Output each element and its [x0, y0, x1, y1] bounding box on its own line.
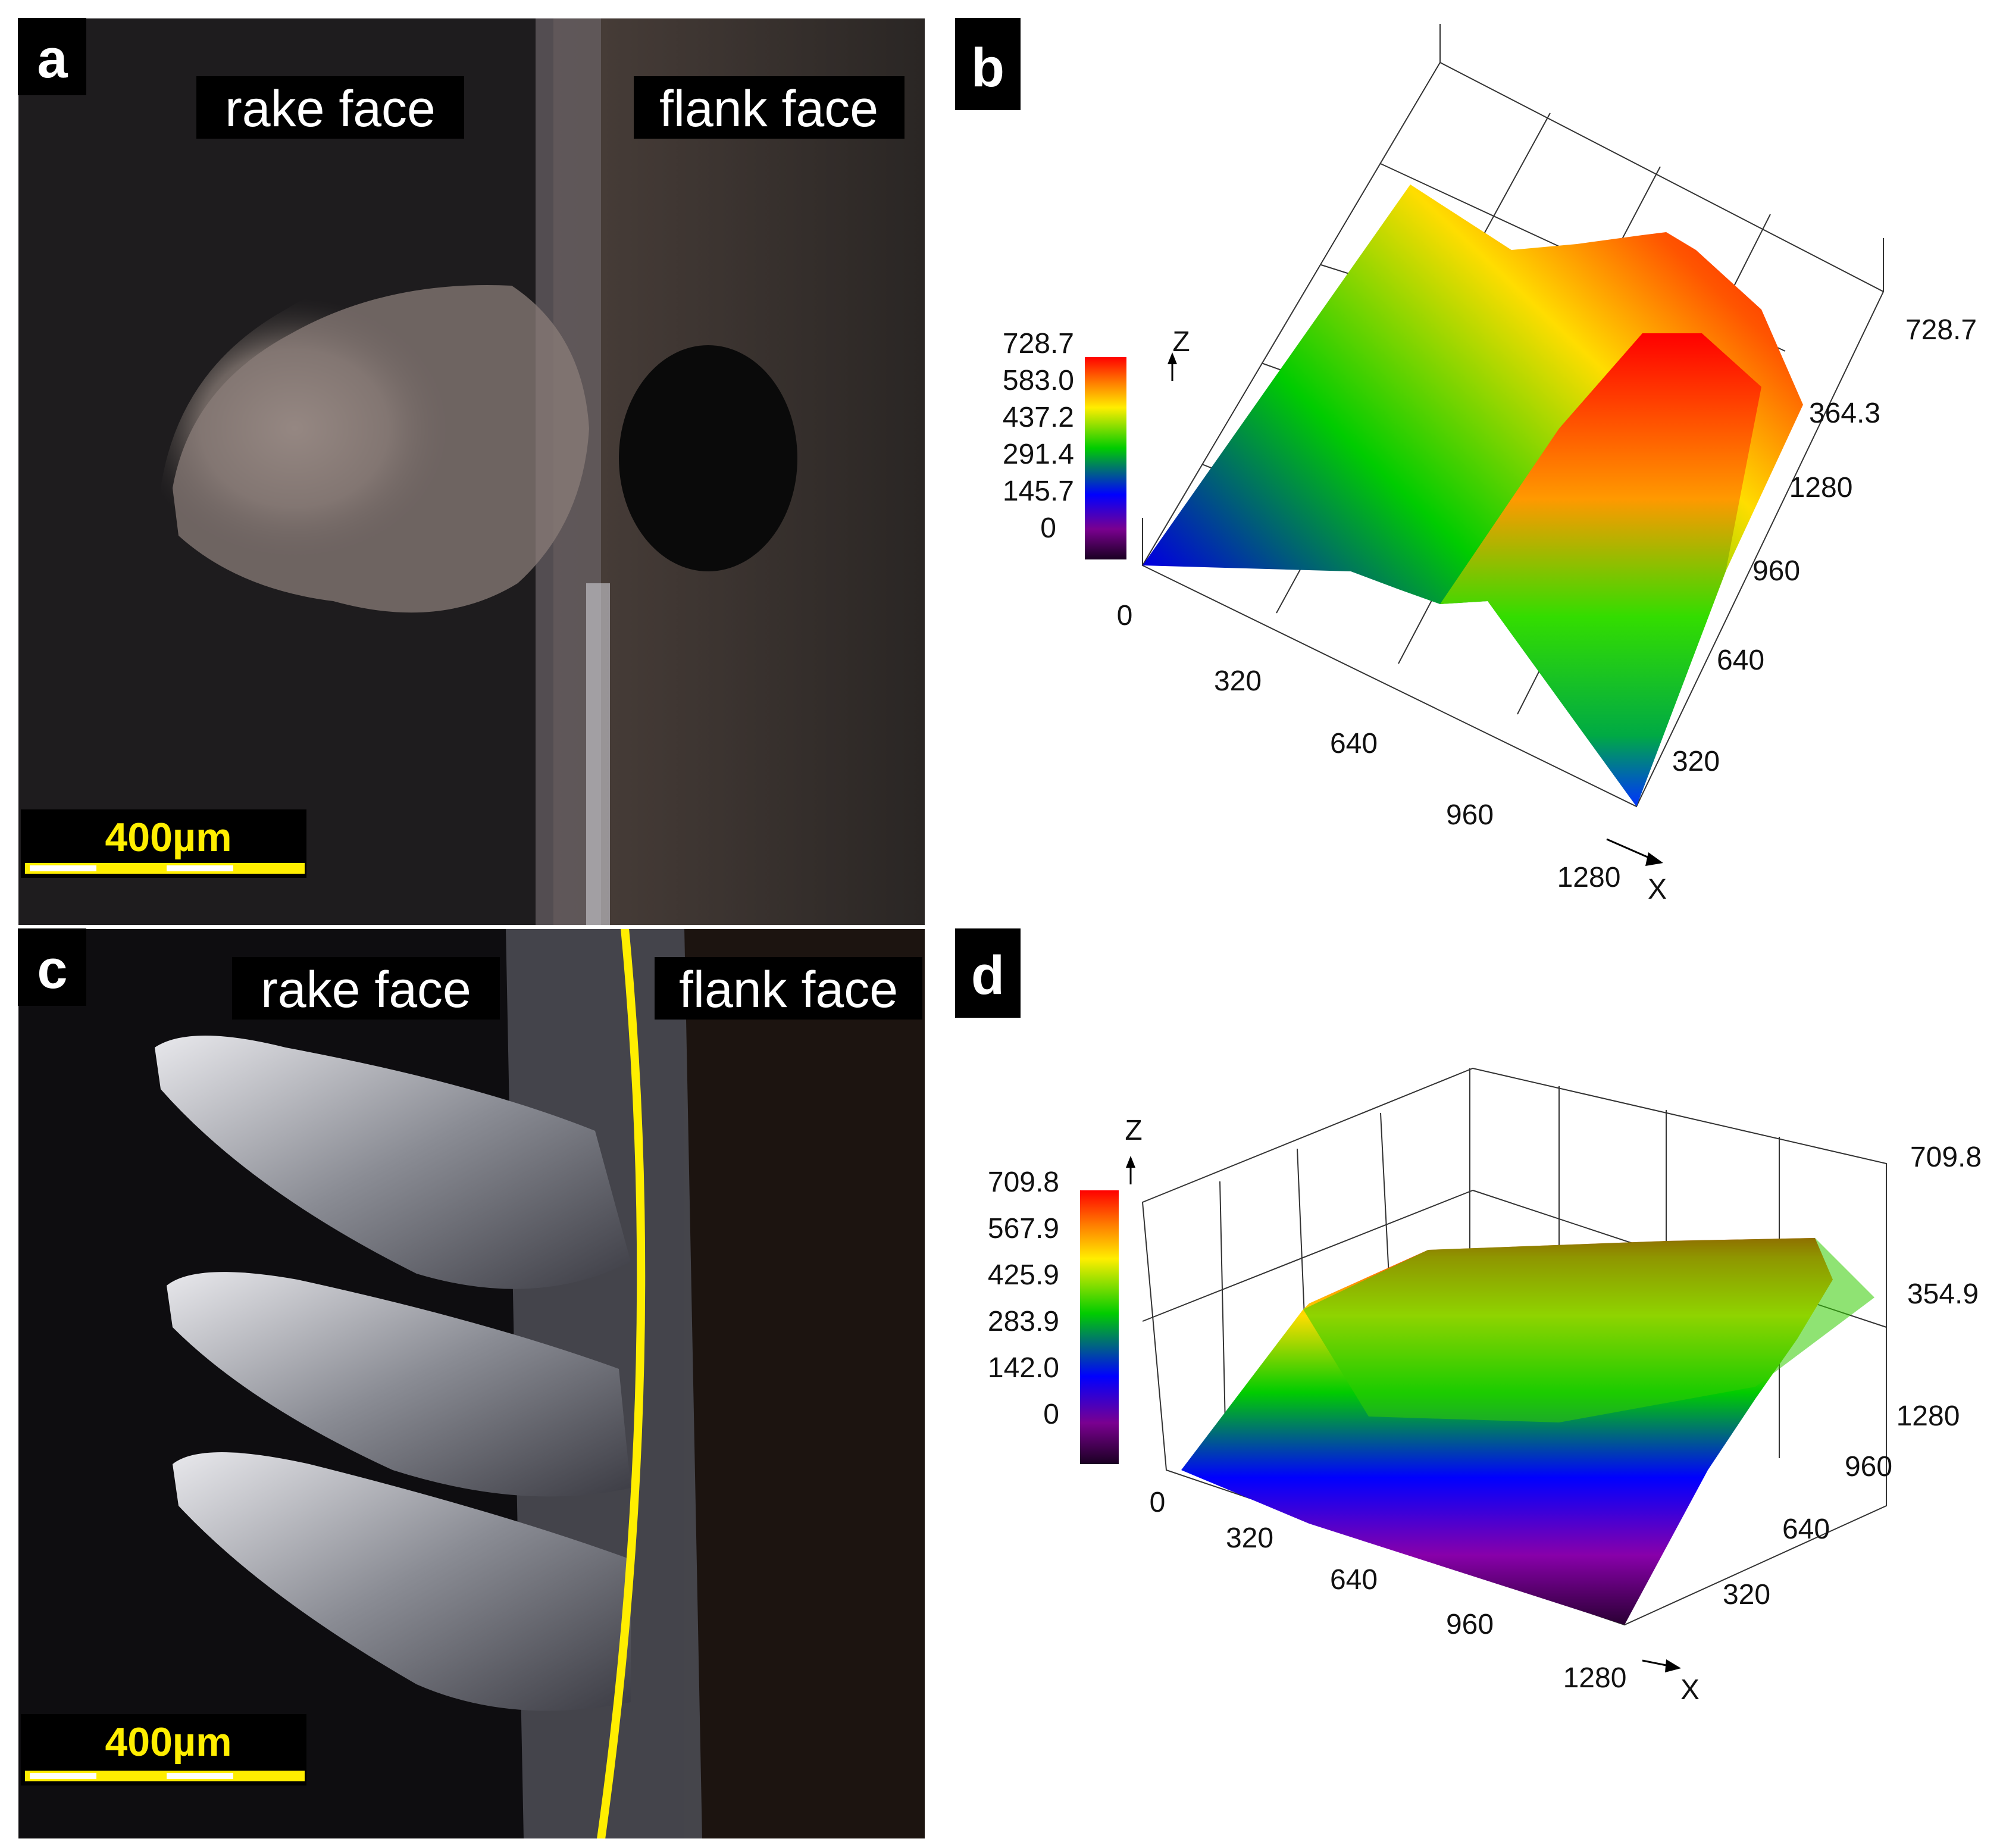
- 3d-surface-ridge: [1440, 333, 1761, 806]
- x-tick: 320: [1226, 1522, 1273, 1554]
- z-axis-label: Z: [1125, 1115, 1142, 1146]
- scale-bar-label: 400µm: [105, 1719, 231, 1765]
- z-tick: 354.9: [1907, 1278, 1979, 1310]
- y-tick: 320: [1672, 746, 1720, 777]
- y-tick: 320: [1723, 1579, 1770, 1611]
- y-ticks: 320 640 960 1280: [1672, 472, 1852, 777]
- x-tick: 640: [1330, 728, 1378, 759]
- x-tick: 320: [1214, 665, 1262, 697]
- panel-letter-c: c: [37, 939, 67, 1000]
- panel-a: a rake face flank face 400µm: [17, 17, 926, 926]
- x-tick: 960: [1446, 799, 1494, 831]
- y-tick: 1280: [1789, 472, 1853, 504]
- y-tick: 960: [1845, 1451, 1892, 1483]
- colorbar-tick: 142.0: [988, 1352, 1059, 1384]
- colorbar-tick: 145.7: [1003, 476, 1074, 507]
- panel-letter-d: d: [971, 945, 1004, 1006]
- x-tick: 0: [1117, 600, 1133, 631]
- panel-c: c rake face flank face 400µm: [17, 928, 926, 1840]
- flank-face-region: [684, 928, 925, 1839]
- panel-letter-b: b: [971, 37, 1004, 98]
- colorbar-tick: 583.0: [1003, 365, 1074, 396]
- tooth-1: [155, 1036, 631, 1289]
- colorbar-tick: 567.9: [988, 1213, 1059, 1244]
- cutting-edge-line: [597, 928, 646, 1840]
- colorbar-tick: 0: [1043, 1399, 1059, 1430]
- z-axis-label: Z: [1172, 326, 1190, 358]
- colorbar-tick: 283.9: [988, 1306, 1059, 1337]
- colorbar: [1080, 1190, 1119, 1464]
- z-tick: 364.3: [1809, 398, 1880, 429]
- y-tick: 640: [1717, 645, 1764, 676]
- rake-face-label: rake face: [261, 961, 471, 1018]
- panel-d: d 709.8 567.9 425.9 283.9 142.0 0 Z: [955, 928, 1982, 1706]
- 3d-surface-plateau: [1303, 1238, 1874, 1422]
- z-ticks: 364.3 728.7: [1809, 314, 1977, 429]
- colorbar-tick: 709.8: [988, 1167, 1059, 1198]
- y-tick: 1280: [1896, 1400, 1960, 1432]
- x-tick: 640: [1330, 1564, 1378, 1596]
- panel-letter-a: a: [37, 29, 68, 89]
- x-tick: 1280: [1557, 862, 1621, 893]
- flank-face-label: flank face: [679, 961, 898, 1018]
- y-tick: 640: [1782, 1514, 1830, 1545]
- rake-face-label: rake face: [225, 80, 436, 137]
- built-up-edge-body: [173, 285, 589, 613]
- edge-highlight: [586, 583, 610, 925]
- x-tick: 0: [1150, 1487, 1166, 1518]
- tooth-2: [167, 1272, 631, 1497]
- colorbar-ticks: 709.8 567.9 425.9 283.9 142.0 0: [988, 1167, 1059, 1430]
- colorbar-tick: 728.7: [1003, 328, 1074, 359]
- y-ticks: 320 640 960 1280: [1723, 1400, 1960, 1611]
- tooth-3: [173, 1452, 631, 1711]
- x-tick: 960: [1446, 1609, 1494, 1640]
- colorbar: [1085, 357, 1126, 559]
- x-tick: 1280: [1563, 1662, 1627, 1694]
- z-tick: 728.7: [1905, 314, 1977, 346]
- colorbar-tick: 437.2: [1003, 402, 1074, 433]
- colorbar-tick: 0: [1040, 512, 1056, 544]
- z-tick: 709.8: [1910, 1142, 1982, 1173]
- z-ticks: 354.9 709.8: [1907, 1142, 1982, 1310]
- scale-bar-label: 400µm: [105, 815, 231, 860]
- colorbar-tick: 425.9: [988, 1259, 1059, 1291]
- colorbar-ticks: 728.7 583.0 437.2 291.4 145.7 0: [1003, 328, 1074, 544]
- colorbar-tick: 291.4: [1003, 439, 1074, 470]
- crater-wear: [619, 345, 797, 571]
- x-axis-label: X: [1648, 874, 1667, 905]
- x-ticks: 0 320 640 960 1280: [1117, 600, 1621, 893]
- scale-bar: 400µm: [21, 809, 306, 878]
- y-tick: 960: [1752, 555, 1800, 587]
- x-ticks: 0 320 640 960 1280: [1150, 1487, 1627, 1694]
- flank-face-label: flank face: [659, 80, 878, 137]
- scale-bar: 400µm: [21, 1714, 306, 1786]
- panel-b: b 728.7 583.0 437.2 291.4 145.7 0 Z: [955, 18, 1977, 905]
- x-axis-label: X: [1680, 1674, 1700, 1706]
